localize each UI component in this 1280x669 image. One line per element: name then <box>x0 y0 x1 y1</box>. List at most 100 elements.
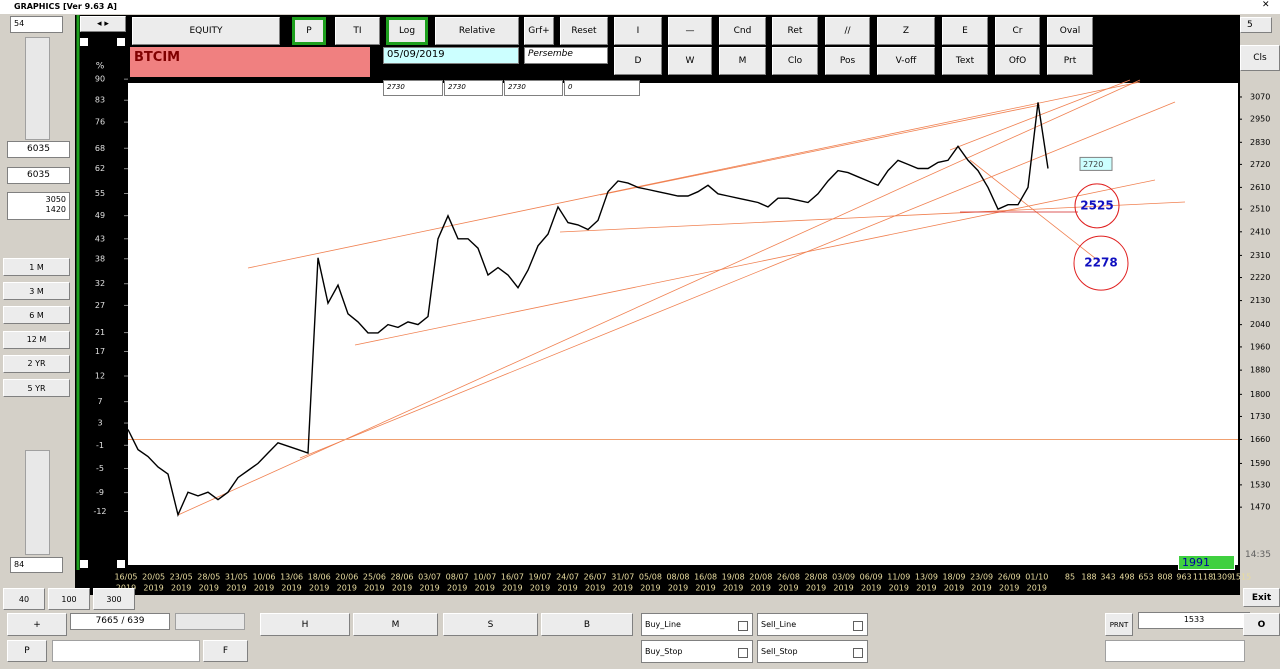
toolbar-button[interactable]: Relative <box>435 17 519 45</box>
top-value[interactable]: 54 <box>10 16 63 33</box>
toolbar-button[interactable]: Ret <box>772 17 818 45</box>
x-tick-year: 2019 <box>143 584 163 593</box>
period-button[interactable]: 6 M <box>3 306 70 325</box>
y-tick-label: 2610 <box>1250 183 1270 192</box>
toolbar-button[interactable]: OfO <box>995 47 1040 75</box>
level-input[interactable]: 2730 <box>383 80 443 96</box>
toolbar-button[interactable]: Oval <box>1047 17 1093 45</box>
x-tick-year: 2019 <box>999 584 1019 593</box>
target-label: 2525 <box>1080 198 1113 212</box>
checkbox[interactable] <box>853 621 863 631</box>
toolbar-button[interactable]: // <box>825 17 870 45</box>
toolbar-button[interactable]: TI <box>335 17 380 45</box>
order-box[interactable]: Sell_Line <box>757 613 868 636</box>
prnt-value[interactable]: 1533 <box>1138 612 1250 629</box>
toolbar-button[interactable]: Reset <box>560 17 608 45</box>
spin-box[interactable]: 5 <box>1240 17 1272 33</box>
close-button[interactable]: ✕ <box>1262 0 1270 10</box>
toolbar-button[interactable]: Text <box>942 47 988 75</box>
order-box[interactable]: Buy_Line <box>641 613 753 636</box>
period-button[interactable]: 2 YR <box>3 354 70 373</box>
x-tick-label: 18/06 <box>308 573 331 582</box>
x-extra-label: 85 <box>1065 573 1075 582</box>
zoom-button[interactable]: 100 <box>48 588 90 610</box>
toolbar-button[interactable]: EQUITY <box>132 17 280 45</box>
x-tick-year: 2019 <box>723 584 743 593</box>
order-box[interactable]: Sell_Stop <box>757 640 868 663</box>
toolbar-button[interactable]: Prt <box>1047 47 1093 75</box>
chart-layer: 3070295028302720261025102410231022202130… <box>93 62 1270 593</box>
toolbar-button[interactable]: I <box>614 17 662 45</box>
toolbar-button[interactable]: E <box>942 17 988 45</box>
value-box: 6035 <box>7 167 70 184</box>
checkbox[interactable] <box>738 648 748 658</box>
y2-tick-label: 49 <box>95 211 105 220</box>
toolbar-button[interactable]: D <box>614 47 662 75</box>
toolbar-button[interactable]: M <box>719 47 766 75</box>
position-box[interactable]: 7665 / 639 <box>70 613 170 630</box>
x-tick-label: 31/07 <box>611 573 634 582</box>
hmsb-button[interactable]: B <box>541 613 633 636</box>
x-extra-label: 1309 <box>1212 573 1232 582</box>
scrollbar[interactable] <box>52 640 200 662</box>
p-button[interactable]: P <box>7 640 47 662</box>
y2-tick-label: 17 <box>95 347 105 356</box>
o-button[interactable]: O <box>1243 613 1280 636</box>
hmsb-button[interactable]: S <box>443 613 538 636</box>
target-label: 2278 <box>1084 256 1117 270</box>
toolbar-button[interactable]: Grf+ <box>524 17 554 45</box>
x-tick-year: 2019 <box>695 584 715 593</box>
zoom-button[interactable]: 300 <box>93 588 135 610</box>
zoom-button[interactable]: 40 <box>3 588 45 610</box>
scrollbar[interactable] <box>175 613 245 630</box>
spin-arrows[interactable]: ◂ ▸ <box>80 16 126 32</box>
scrollbar[interactable] <box>25 37 50 140</box>
toolbar-button[interactable]: V-off <box>877 47 935 75</box>
scrollbar[interactable] <box>25 450 50 555</box>
y2-tick-label: 3 <box>97 419 102 428</box>
x-tick-label: 16/05 <box>114 573 137 582</box>
toolbar-button[interactable]: P <box>292 17 326 45</box>
y-tick-label: 1730 <box>1250 412 1270 421</box>
x-tick-year: 2019 <box>640 584 660 593</box>
f-button[interactable]: F <box>203 640 248 662</box>
scrollbar[interactable] <box>1105 640 1245 662</box>
title-bar: GRAPHICS [Ver 9.63 A] <box>0 0 1280 14</box>
x-tick-label: 25/06 <box>363 573 386 582</box>
date-box[interactable]: 05/09/2019 <box>383 47 519 64</box>
hmsb-button[interactable]: M <box>353 613 438 636</box>
exit-button[interactable]: Exit <box>1243 588 1280 607</box>
period-button[interactable]: 5 YR <box>3 379 70 397</box>
plus-button[interactable]: + <box>7 613 67 636</box>
toolbar-button[interactable]: Clo <box>772 47 818 75</box>
y-tick-label: 1470 <box>1250 503 1270 512</box>
checkbox[interactable] <box>853 648 863 658</box>
cls-button[interactable]: Cls <box>1240 45 1280 71</box>
x-tick-label: 26/08 <box>777 573 800 582</box>
trend-line <box>599 104 1041 196</box>
level-input[interactable]: 2730 <box>444 80 503 96</box>
hmsb-button[interactable]: H <box>260 613 350 636</box>
toolbar-button[interactable]: Cr <box>995 17 1040 45</box>
x-tick-label: 26/07 <box>584 573 607 582</box>
order-label: Buy_Line <box>645 620 681 629</box>
bottom-value[interactable]: 84 <box>10 557 63 573</box>
level-input[interactable]: 2730 <box>504 80 563 96</box>
period-button[interactable]: 1 M <box>3 258 70 276</box>
toolbar-button[interactable]: Pos <box>825 47 870 75</box>
toolbar-button[interactable]: Z <box>877 17 935 45</box>
y-tick-label: 1880 <box>1250 366 1270 375</box>
x-tick-label: 11/09 <box>887 573 910 582</box>
period-button[interactable]: 12 M <box>3 330 70 349</box>
y2-tick-label: -1 <box>96 441 104 450</box>
level-input[interactable]: 0 <box>564 80 640 96</box>
toolbar-button[interactable]: Cnd <box>719 17 766 45</box>
toolbar-button[interactable]: Log <box>386 17 428 45</box>
toolbar-button[interactable]: — <box>668 17 712 45</box>
order-box[interactable]: Buy_Stop <box>641 640 753 663</box>
checkbox[interactable] <box>738 621 748 631</box>
toolbar-button[interactable]: W <box>668 47 712 75</box>
trend-line <box>354 179 1156 346</box>
prnt-button[interactable]: PRNT <box>1105 613 1133 636</box>
period-button[interactable]: 3 M <box>3 282 70 301</box>
